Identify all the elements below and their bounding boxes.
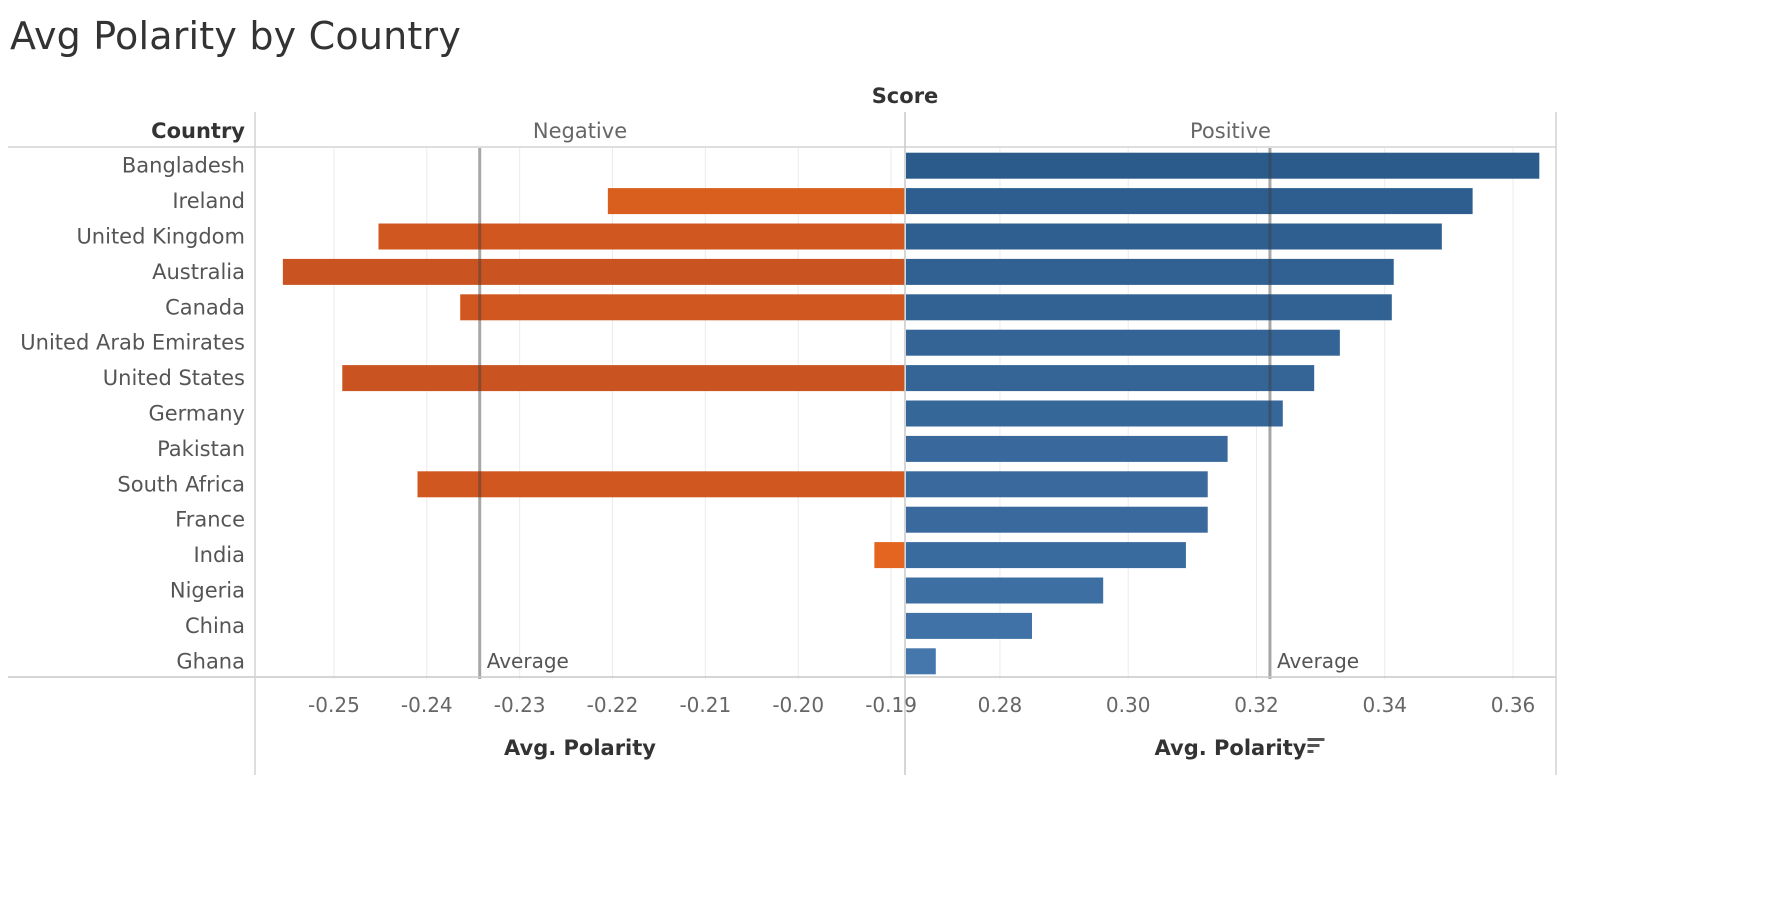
- average-label: Average: [1277, 649, 1359, 673]
- country-label: Ghana: [176, 649, 245, 673]
- bar-positive: [906, 648, 936, 675]
- bar-layer: [282, 148, 1540, 679]
- country-label: United States: [103, 366, 245, 390]
- tick-label: 0.32: [1234, 693, 1279, 717]
- bar-positive: [906, 400, 1283, 427]
- tick-label: 0.28: [978, 693, 1023, 717]
- axis-title: Avg. Polarity: [1155, 736, 1307, 760]
- sort-bar: [1307, 750, 1314, 753]
- tick-label: 0.30: [1106, 693, 1151, 717]
- bar-positive: [906, 612, 1032, 639]
- tick-label: -0.24: [401, 693, 453, 717]
- bar-negative: [874, 542, 905, 569]
- bar-positive: [906, 152, 1540, 179]
- country-label: United Kingdom: [76, 225, 245, 249]
- country-label: South Africa: [117, 472, 245, 496]
- country-label: France: [175, 508, 245, 532]
- bar-positive: [906, 188, 1473, 215]
- country-label: Bangladesh: [122, 154, 245, 178]
- bar-negative: [460, 294, 905, 321]
- axis-title: Avg. Polarity: [504, 736, 656, 760]
- row-header: Country: [151, 119, 245, 143]
- sort-descending-icon[interactable]: [1307, 738, 1325, 753]
- tick-label: -0.22: [587, 693, 639, 717]
- country-label: India: [193, 543, 245, 567]
- bar-positive: [906, 506, 1208, 533]
- sort-bar: [1307, 738, 1325, 741]
- bar-positive: [906, 435, 1228, 462]
- tick-label: -0.20: [772, 693, 824, 717]
- country-label: Canada: [165, 295, 245, 319]
- tick-label: -0.21: [679, 693, 731, 717]
- column-header: Score: [872, 84, 939, 108]
- chart-title: Avg Polarity by Country: [10, 14, 462, 58]
- text-layer: Average Average Score Country Negative Positi…: [20, 84, 1535, 760]
- tick-label: 0.36: [1491, 693, 1536, 717]
- bar-negative: [607, 188, 905, 215]
- bar-negative: [417, 471, 905, 498]
- average-label: Average: [487, 649, 569, 673]
- country-label: China: [185, 614, 245, 638]
- bar-positive: [906, 258, 1394, 285]
- country-label: Australia: [152, 260, 245, 284]
- bar-negative: [342, 365, 905, 392]
- country-label: Ireland: [172, 189, 245, 213]
- country-label: Germany: [148, 402, 245, 426]
- pane-header-positive: Positive: [1190, 119, 1271, 143]
- bar-positive: [906, 294, 1392, 321]
- tick-label: 0.34: [1362, 693, 1407, 717]
- tick-label: -0.23: [494, 693, 546, 717]
- country-label: United Arab Emirates: [20, 331, 245, 355]
- country-label: Nigeria: [170, 579, 245, 603]
- bar-negative: [378, 223, 905, 250]
- bar-positive: [906, 542, 1186, 569]
- country-label: Pakistan: [157, 437, 245, 461]
- bar-positive: [906, 365, 1315, 392]
- bar-positive: [906, 577, 1104, 604]
- pane-header-negative: Negative: [533, 119, 627, 143]
- bar-positive: [906, 471, 1208, 498]
- bar-positive: [906, 223, 1442, 250]
- bar-positive: [906, 329, 1340, 356]
- frame-layer: [8, 112, 1557, 775]
- sort-bar: [1307, 744, 1320, 747]
- bar-negative: [282, 258, 905, 285]
- tick-label: -0.19: [865, 693, 917, 717]
- tick-label: -0.25: [308, 693, 360, 717]
